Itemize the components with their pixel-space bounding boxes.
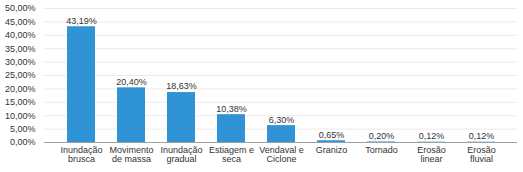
svg-text:20,00%: 20,00% <box>5 84 36 94</box>
svg-text:5,00%: 5,00% <box>10 124 36 134</box>
svg-text:Tornado: Tornado <box>365 145 398 155</box>
svg-text:6,30%: 6,30% <box>269 114 295 124</box>
svg-text:45,00%: 45,00% <box>5 17 36 27</box>
svg-text:18,63%: 18,63% <box>166 81 197 91</box>
svg-text:25,00%: 25,00% <box>5 70 36 80</box>
svg-text:Inundaçãogradual: Inundaçãogradual <box>160 145 202 164</box>
svg-text:20,40%: 20,40% <box>116 77 147 87</box>
svg-text:Inundaçãobrusca: Inundaçãobrusca <box>60 145 102 164</box>
svg-text:40,00%: 40,00% <box>5 30 36 40</box>
svg-text:Erosãolinear: Erosãolinear <box>417 145 446 164</box>
svg-text:0,12%: 0,12% <box>419 131 445 141</box>
svg-text:0,12%: 0,12% <box>469 131 495 141</box>
svg-text:50,00%: 50,00% <box>5 3 36 13</box>
svg-text:Vendaval eCiclone: Vendaval eCiclone <box>259 145 304 164</box>
svg-text:43,19%: 43,19% <box>66 16 97 26</box>
svg-text:Movimentode massa: Movimentode massa <box>109 145 153 164</box>
svg-text:Estiagem eseca: Estiagem eseca <box>209 145 254 164</box>
svg-text:0,00%: 0,00% <box>10 137 36 147</box>
svg-text:10,00%: 10,00% <box>5 111 36 121</box>
svg-text:Erosãofluvial: Erosãofluvial <box>467 145 496 164</box>
svg-text:0,20%: 0,20% <box>369 131 395 141</box>
svg-text:10,38%: 10,38% <box>216 104 247 114</box>
svg-text:35,00%: 35,00% <box>5 44 36 54</box>
svg-text:30,00%: 30,00% <box>5 57 36 67</box>
svg-text:15,00%: 15,00% <box>5 97 36 107</box>
svg-text:0,65%: 0,65% <box>319 130 345 140</box>
svg-text:Granizo: Granizo <box>316 145 348 155</box>
